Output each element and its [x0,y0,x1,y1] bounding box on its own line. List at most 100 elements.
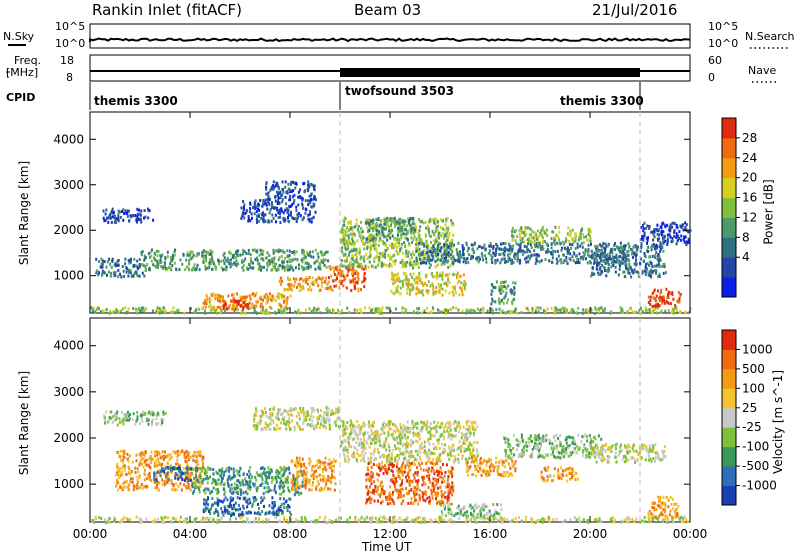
nsearch-bottom-tick: 10^0 [708,37,739,50]
velocity-colorbar-tick-label: -100 [742,440,769,454]
power-colorbar-segment [722,217,736,238]
velocity-ytick-label: 1000 [53,477,84,491]
freq-top-tick: 18 [60,54,74,67]
power-ytick-label: 3000 [53,178,84,192]
power-echo-region [640,221,692,247]
power-echo-region [202,291,292,310]
power-echo-region [140,248,330,272]
nsearch-top-tick: 10^5 [708,20,739,33]
velocity-echo-region [465,456,517,478]
xtick-label: 12:00 [373,527,408,541]
velocity-echo-region [590,442,667,464]
power-colorbar-tick-label: 4 [742,250,750,264]
velocity-colorbar-segment [722,427,736,448]
xtick-label: 20:00 [573,527,608,541]
power-echo-region [95,257,147,279]
velocity-echo-region [290,456,337,492]
cpid-segment-1: themis 3300 [94,94,178,108]
power-echo-region [278,275,330,293]
power-echo-region [490,280,517,306]
power-colorbar-tick-label: 28 [742,131,757,145]
nsky-top-tick: 10^5 [55,20,86,33]
velocity-colorbar-tick-label: -25 [742,420,762,434]
velocity-echo-region [153,465,192,483]
nsky-bottom-tick: 10^0 [55,37,86,50]
power-colorbar-tick-label: 16 [742,191,757,205]
power-echo-region [390,271,467,297]
nsky-panel-frame [89,23,691,49]
velocity-colorbar-segment [722,330,736,350]
power-colorbar-tick-label: 24 [742,151,757,165]
power-echo-region [365,216,417,243]
nave-label: Nave [748,64,777,77]
xlabel: Time UT [362,540,412,554]
velocity-echo-region [440,502,503,520]
freq-unit: [MHz] [6,66,39,79]
velocity-colorbar-tick-label: -1000 [742,479,777,493]
velocity-ytick-label: 3000 [53,385,84,399]
power-colorbar-segment [722,197,736,218]
power-ytick-label: 2000 [53,223,84,237]
velocity-colorbar-tick-label: 100 [742,381,765,395]
velocity-colorbar-segment [722,407,736,428]
velocity-echo-region [202,496,292,518]
date-title: 21/Jul/2016 [592,1,678,19]
power-panel-frame [89,111,691,314]
velocity-echo-region [340,419,479,465]
power-echo-region [102,207,155,225]
xtick-label: 08:00 [273,527,308,541]
power-colorbar-segment [722,157,736,179]
power-colorbar-segment [722,137,736,159]
power-colorbar-segment [722,177,736,199]
velocity-colorbar-segment [722,388,736,409]
nsearch-label: N.Search [745,30,795,43]
velocity-echo-region [252,405,342,432]
velocity-echo-region [540,465,579,483]
velocity-ytick-label: 4000 [53,339,84,353]
xtick-label: 04:00 [173,527,208,541]
velocity-echo-region [647,495,680,520]
velocity-colorbar-segment [722,349,736,370]
power-echo-region [90,306,692,316]
xtick-label: 16:00 [473,527,508,541]
xtick-label: 00:00 [673,527,708,541]
power-echo-region [327,264,367,293]
power-echo-region [222,297,250,311]
velocity-echo-region [365,461,455,506]
velocity-colorbar-tick-label: -500 [742,459,769,473]
power-colorbar-tick-label: 12 [742,210,757,224]
freq-bottom-tick: 8 [66,71,73,84]
velocity-colorbar-frame [721,329,737,506]
power-echo-region [511,225,592,245]
cpid-label: CPID [6,91,36,104]
velocity-echo-region [103,410,167,427]
velocity-colorbar-tick-label: 1000 [742,342,773,356]
velocity-echo-region [191,465,305,497]
cpid-segment-2: twofsound 3503 [345,84,454,98]
nave-trace-dense [340,68,640,77]
beam-title: Beam 03 [354,1,422,19]
xtick-label: 00:00 [73,527,108,541]
power-colorbar-segment [722,118,736,139]
power-colorbar-segment [722,277,736,298]
velocity-colorbar-tick-label: 25 [742,401,757,415]
velocity-panel-frame [89,317,691,523]
velocity-colorbar-segment [722,485,736,506]
power-ytick-label: 4000 [53,132,84,146]
power-echo-region [265,180,317,202]
nsky-label: N.Sky [3,30,35,43]
power-colorbar-tick-label: 8 [742,230,750,244]
velocity-colorbar-segment [722,466,736,486]
power-colorbar-frame [721,117,737,298]
power-colorbar-segment [722,237,736,258]
nave-top-tick: 60 [708,54,722,67]
velocity-colorbar-segment [722,368,736,389]
nave-bottom-tick: 0 [708,71,715,84]
cpid-segment-3: themis 3300 [560,94,644,108]
power-echo-region [647,287,682,309]
nsky-trace [89,37,691,43]
velocity-colorbar-segment [722,446,736,467]
freq-label: Freq. [14,54,42,67]
power-echo-region [590,244,667,279]
power-colorbar-segment [722,257,736,278]
